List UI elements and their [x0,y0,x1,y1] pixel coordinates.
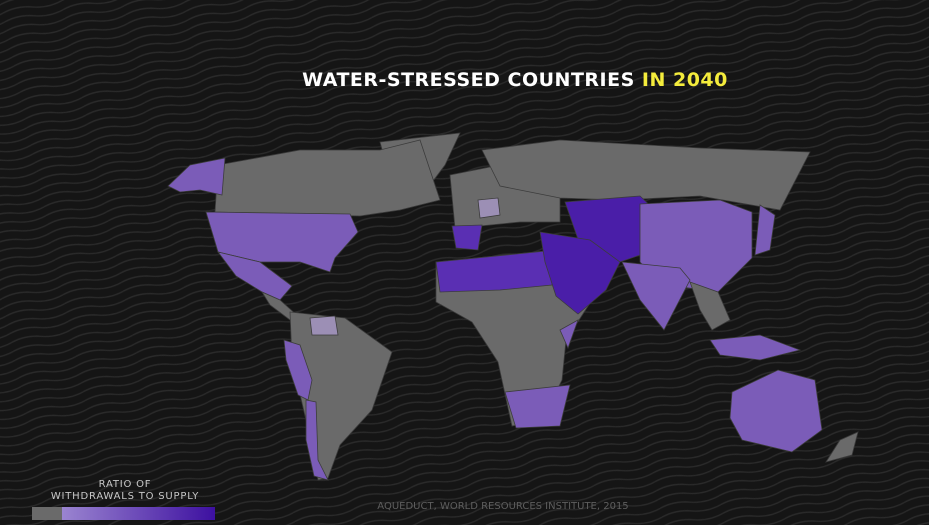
world-map [167,132,859,481]
alaska [167,157,226,196]
australia [729,369,823,453]
legend-gradient [62,507,215,520]
legend-swatch [32,507,62,520]
title: WATER-STRESSED COUNTRIES IN 2040 [302,69,728,91]
india [621,261,691,331]
north-africa [435,249,557,293]
chile [305,399,329,481]
middle-east [539,231,621,315]
legend: RATIO OF WITHDRAWALS TO SUPPLY [32,479,215,520]
somalia [559,319,579,350]
russia [481,139,811,211]
legend-title: RATIO OF [99,479,152,490]
southern-africa [504,384,571,429]
source: AQUEDUCT, WORLD RESOURCES INSTITUTE, 201… [377,501,628,512]
france [477,197,501,219]
iberia [451,224,483,251]
southeast-asia [689,281,731,331]
legend-title: WITHDRAWALS TO SUPPLY [51,491,199,502]
title-highlight: IN 2040 [642,69,728,91]
indonesia [709,334,802,361]
new-zealand [825,431,859,463]
venezuela [309,315,339,336]
title-main: WATER-STRESSED COUNTRIES [302,69,635,91]
japan [754,204,776,256]
